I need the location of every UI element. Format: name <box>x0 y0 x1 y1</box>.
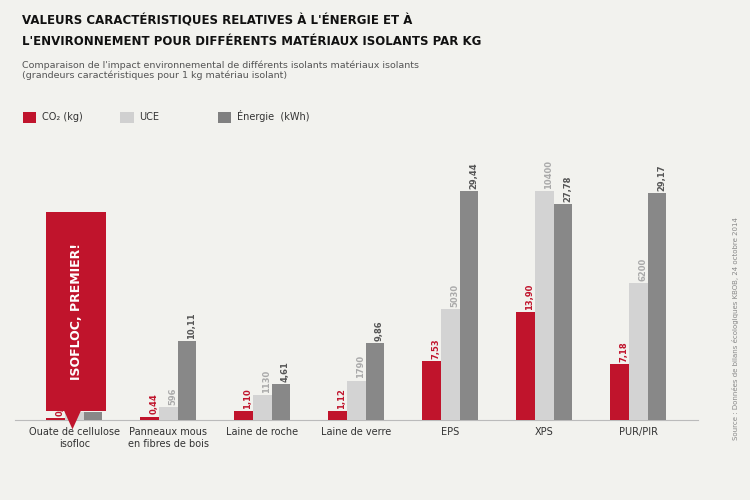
Bar <box>140 416 159 420</box>
Bar <box>46 212 106 410</box>
Bar <box>441 310 460 420</box>
Text: 29,44: 29,44 <box>469 162 478 188</box>
Bar <box>253 395 272 420</box>
Bar <box>64 412 84 420</box>
Text: 10400: 10400 <box>544 160 554 188</box>
Text: L'ENVIRONNEMENT POUR DIFFÉRENTS MATÉRIAUX ISOLANTS PAR KG: L'ENVIRONNEMENT POUR DIFFÉRENTS MATÉRIAU… <box>22 35 482 48</box>
Bar <box>516 312 535 420</box>
Bar <box>535 191 554 420</box>
Text: 0,44: 0,44 <box>149 394 158 414</box>
Text: 4,61: 4,61 <box>281 361 290 382</box>
Text: 13,90: 13,90 <box>526 283 535 310</box>
Text: 10,11: 10,11 <box>187 312 196 339</box>
Text: 6200: 6200 <box>638 258 647 281</box>
Text: 7,18: 7,18 <box>620 341 628 362</box>
Bar <box>159 407 178 420</box>
Bar <box>422 362 441 420</box>
Text: 7,53: 7,53 <box>431 338 440 359</box>
Bar <box>84 412 103 420</box>
Text: 1,12: 1,12 <box>338 388 346 409</box>
Text: 1,03: 1,03 <box>93 389 102 409</box>
Bar <box>366 344 385 420</box>
Text: 0,20: 0,20 <box>56 396 64 416</box>
Text: 27,78: 27,78 <box>563 175 572 202</box>
Text: 1,10: 1,10 <box>244 388 253 409</box>
Text: 9,86: 9,86 <box>375 320 384 341</box>
Text: CO₂ (kg): CO₂ (kg) <box>42 112 82 122</box>
Text: 29,17: 29,17 <box>657 164 666 191</box>
Text: VALEURS CARACTÉRISTIQUES RELATIVES À L'ÉNERGIE ET À: VALEURS CARACTÉRISTIQUES RELATIVES À L'É… <box>22 15 412 28</box>
Text: 5030: 5030 <box>450 284 459 307</box>
Text: 350: 350 <box>74 392 83 410</box>
Bar <box>328 412 346 420</box>
Text: 1130: 1130 <box>262 370 272 393</box>
Bar <box>554 204 572 420</box>
Bar <box>628 284 648 420</box>
Bar <box>346 380 366 420</box>
Text: Comparaison de l'impact environnemental de différents isolants matériaux isolant: Comparaison de l'impact environnemental … <box>22 60 419 80</box>
Bar <box>610 364 628 420</box>
Text: UCE: UCE <box>140 112 160 122</box>
Polygon shape <box>64 410 81 430</box>
Bar <box>178 342 197 420</box>
Text: 596: 596 <box>168 387 177 404</box>
Bar <box>234 412 253 420</box>
Text: 1790: 1790 <box>356 355 365 378</box>
Text: Énergie  (kWh): Énergie (kWh) <box>237 110 310 122</box>
Bar <box>272 384 290 420</box>
Text: ISOFLOC, PREMIER!: ISOFLOC, PREMIER! <box>70 243 82 380</box>
Bar <box>648 193 667 420</box>
Text: Source : Données de bilans écologiques KBOB, 24 octobre 2014: Source : Données de bilans écologiques K… <box>732 217 739 440</box>
Bar <box>46 418 64 420</box>
Bar <box>460 191 478 420</box>
